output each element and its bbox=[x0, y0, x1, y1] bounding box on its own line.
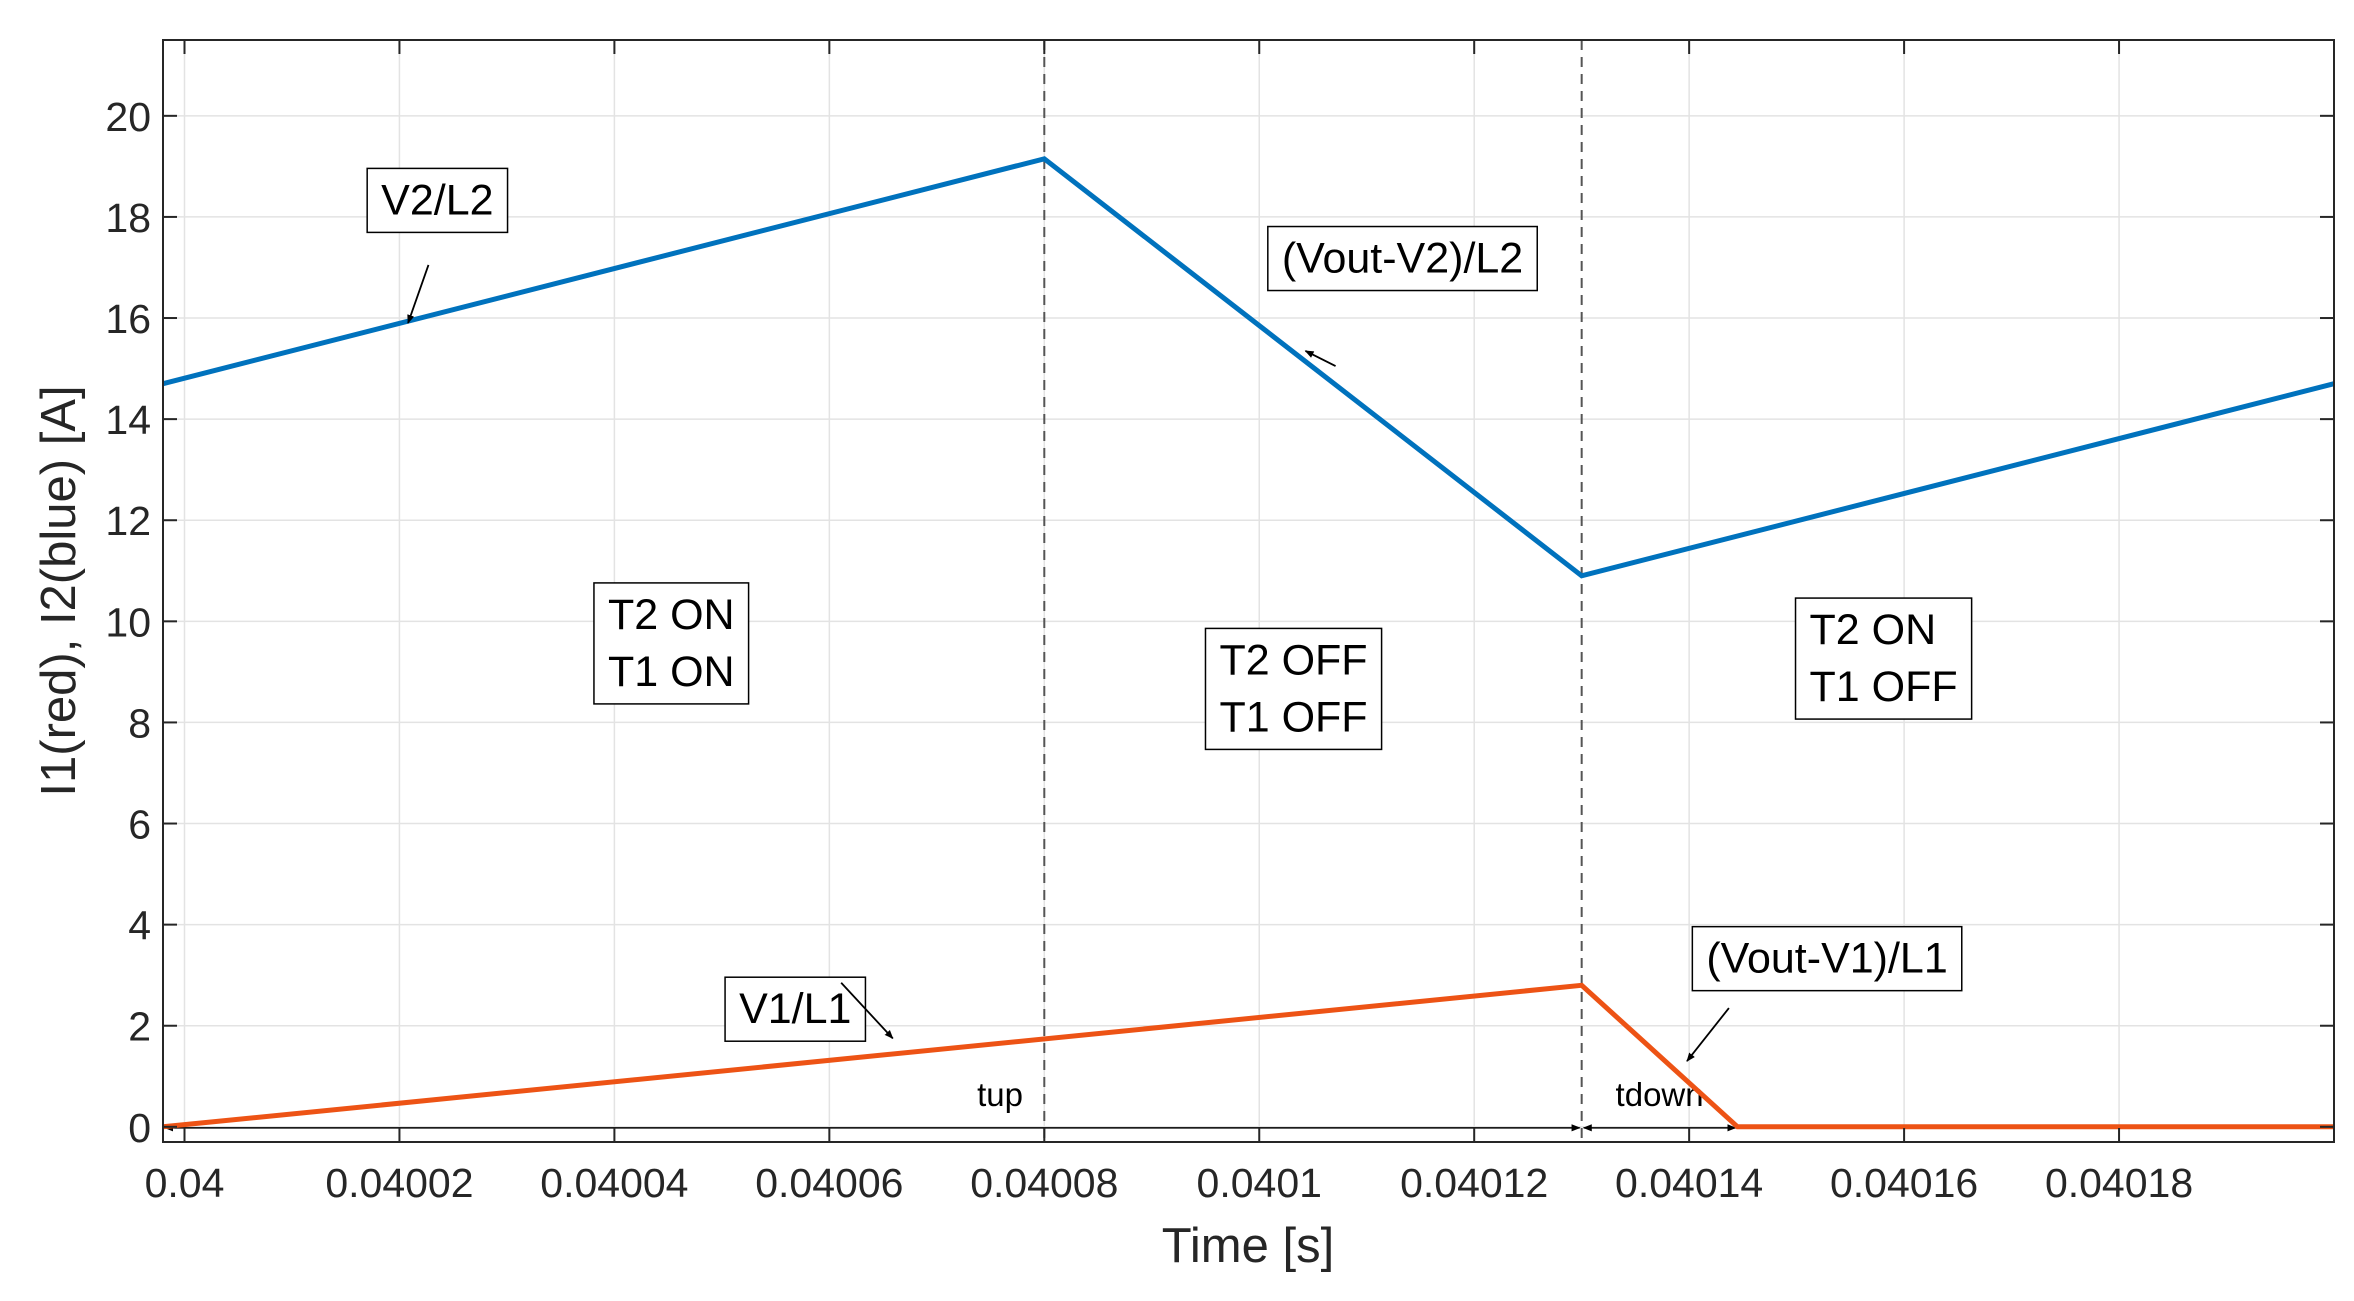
x-tick-label: 0.04 bbox=[145, 1160, 225, 1206]
annotation-box: (Vout-V1)/L1 bbox=[1691, 925, 1963, 992]
x-tick-label: 0.04008 bbox=[970, 1160, 1118, 1206]
x-tick-label: 0.04014 bbox=[1615, 1160, 1763, 1206]
annotation-box: T2 ON T1 ON bbox=[593, 582, 750, 705]
annotation-box: T2 ON T1 OFF bbox=[1794, 597, 1973, 720]
x-tick-label: 0.04004 bbox=[540, 1160, 688, 1206]
y-axis-label: I1(red), I2(blue) [A] bbox=[32, 385, 86, 796]
y-tick-label: 18 bbox=[105, 195, 151, 241]
phase-boundaries bbox=[1043, 40, 1583, 1142]
series-line-i1 bbox=[162, 982, 2334, 1130]
y-tick-label: 2 bbox=[128, 1004, 151, 1050]
y-tick-label: 6 bbox=[128, 802, 151, 848]
y-tick-label: 20 bbox=[105, 94, 151, 140]
annotation-text: (Vout-V2)/L2 bbox=[1282, 235, 1523, 283]
annotation-arrow bbox=[1686, 1007, 1730, 1062]
annotation-text: T2 ON bbox=[1810, 606, 1937, 654]
x-tick-label: 0.04012 bbox=[1400, 1160, 1548, 1206]
annotation-text: V2/L2 bbox=[381, 176, 493, 224]
x-tick-label: 0.04006 bbox=[755, 1160, 903, 1206]
interval-label-tup: tup bbox=[977, 1076, 1023, 1113]
annotation-frame bbox=[1204, 627, 1383, 751]
plot-area bbox=[163, 40, 2334, 1142]
y-tick-label: 8 bbox=[128, 700, 151, 746]
annotation-frame bbox=[1267, 225, 1538, 292]
y-tick-label: 10 bbox=[105, 599, 151, 645]
annotation-arrow bbox=[1304, 350, 1336, 367]
series-lines bbox=[162, 156, 2335, 1130]
axes-box bbox=[162, 39, 2335, 1143]
annotation-text: T1 OFF bbox=[1219, 693, 1367, 741]
x-tick-label: 0.04016 bbox=[1830, 1160, 1978, 1206]
x-axis-label: Time [s] bbox=[1162, 1219, 1334, 1273]
annotation-box: T2 OFF T1 OFF bbox=[1204, 627, 1383, 751]
annotation-arrow bbox=[840, 982, 894, 1040]
annotation-arrow bbox=[407, 264, 430, 324]
x-tick-label: 0.04018 bbox=[2045, 1160, 2193, 1206]
annotation-text: V1/L1 bbox=[739, 985, 851, 1033]
series-line-i2 bbox=[162, 156, 2335, 579]
interval-markers: tup tdown bbox=[164, 1076, 1737, 1132]
annotation-box: V2/L2 bbox=[366, 167, 509, 234]
annotation-frame bbox=[366, 167, 509, 234]
y-tick-label: 0 bbox=[128, 1105, 151, 1151]
x-tick-label: 0.0401 bbox=[1197, 1160, 1322, 1206]
annotation-text: T1 ON bbox=[608, 648, 735, 696]
annotation-frame bbox=[1691, 925, 1963, 992]
annotation-text: T2 ON bbox=[608, 591, 735, 639]
y-tick-label: 14 bbox=[105, 397, 151, 443]
annotation-text: T2 OFF bbox=[1219, 636, 1367, 684]
annotation-frame bbox=[1794, 597, 1973, 720]
y-tick-label: 12 bbox=[105, 498, 151, 544]
ticks: 0.04 0.04002 0.04004 0.04006 0.04008 0.0401 0.… bbox=[105, 40, 2334, 1206]
annotation-box: V1/L1 bbox=[724, 976, 867, 1042]
y-tick-label: 4 bbox=[128, 903, 151, 949]
annotation-frame bbox=[593, 582, 750, 705]
annotation-text: (Vout-V1)/L1 bbox=[1706, 935, 1947, 983]
annotation-box: (Vout-V2)/L2 bbox=[1267, 225, 1538, 292]
y-tick-label: 16 bbox=[105, 296, 151, 342]
x-tick-label: 0.04002 bbox=[325, 1160, 473, 1206]
annotation-text: T1 OFF bbox=[1810, 663, 1958, 711]
annotation-frame bbox=[724, 976, 867, 1042]
